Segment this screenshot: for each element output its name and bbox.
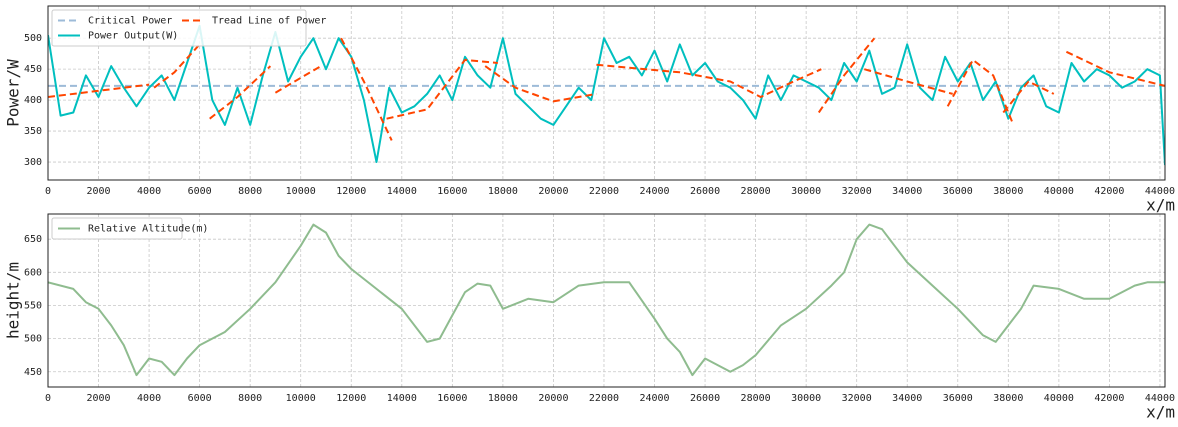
x-tick-label: 38000 — [993, 393, 1023, 404]
x-tick-label: 6000 — [188, 393, 212, 404]
y-axis-title: height/m — [4, 262, 23, 339]
x-tick-label: 8000 — [238, 393, 262, 404]
x-tick-label: 10000 — [286, 393, 316, 404]
y-tick-label: 550 — [24, 300, 42, 311]
legend-frame — [51, 9, 307, 47]
legend-frame — [51, 217, 183, 240]
series-line — [48, 37, 1165, 141]
x-tick-label: 20000 — [538, 186, 568, 197]
y-axis-title: Power/W — [4, 59, 23, 127]
y-tick-label: 450 — [24, 64, 42, 75]
x-tick-label: 10000 — [286, 186, 316, 197]
x-axis-title: x/m — [1146, 196, 1175, 215]
x-tick-label: 20000 — [538, 393, 568, 404]
legend-label: Power Output(W) — [88, 31, 178, 42]
x-tick-label: 22000 — [589, 393, 619, 404]
x-tick-label: 24000 — [639, 393, 669, 404]
plot-frame — [47, 5, 1166, 181]
x-tick-label: 44000 — [1145, 186, 1175, 197]
x-tick-label: 0 — [45, 186, 51, 197]
x-tick-label: 36000 — [943, 186, 973, 197]
x-tick-label: 8000 — [238, 186, 262, 197]
y-tick-label: 350 — [24, 126, 42, 137]
x-tick-label: 36000 — [943, 393, 973, 404]
x-tick-label: 0 — [45, 393, 51, 404]
x-tick-label: 18000 — [488, 393, 518, 404]
x-tick-label: 32000 — [842, 393, 872, 404]
x-tick-label: 4000 — [137, 186, 161, 197]
x-tick-label: 40000 — [1044, 186, 1074, 197]
x-tick-label: 26000 — [690, 186, 720, 197]
x-tick-label: 34000 — [892, 393, 922, 404]
x-tick-label: 14000 — [387, 393, 417, 404]
x-tick-label: 30000 — [791, 393, 821, 404]
x-tick-label: 28000 — [741, 186, 771, 197]
y-tick-label: 400 — [24, 95, 42, 106]
series-line — [48, 223, 1165, 377]
legend-label: Critical Power — [88, 16, 172, 27]
x-tick-label: 42000 — [1094, 393, 1124, 404]
x-tick-label: 14000 — [387, 186, 417, 197]
y-tick-label: 650 — [24, 234, 42, 245]
x-tick-label: 6000 — [188, 186, 212, 197]
x-tick-label: 2000 — [86, 393, 110, 404]
x-tick-label: 18000 — [488, 186, 518, 197]
x-tick-label: 4000 — [137, 393, 161, 404]
y-tick-label: 600 — [24, 267, 42, 278]
x-tick-label: 28000 — [741, 393, 771, 404]
x-tick-label: 16000 — [437, 186, 467, 197]
x-tick-label: 38000 — [993, 186, 1023, 197]
y-tick-label: 300 — [24, 157, 42, 168]
x-tick-label: 2000 — [86, 186, 110, 197]
y-tick-label: 500 — [24, 334, 42, 345]
plot-frame — [47, 213, 1166, 388]
x-tick-label: 12000 — [336, 393, 366, 404]
x-tick-label: 44000 — [1145, 393, 1175, 404]
legend: Critical Power Power Output(W) Tread Line … — [51, 9, 326, 47]
x-tick-label: 24000 — [639, 186, 669, 197]
x-tick-label: 40000 — [1044, 393, 1074, 404]
legend-label: Relative Altitude(m) — [88, 224, 208, 235]
legend-label: Tread Line of Power — [212, 16, 326, 27]
x-axis-title: x/m — [1146, 403, 1175, 422]
x-tick-label: 32000 — [842, 186, 872, 197]
x-tick-label: 34000 — [892, 186, 922, 197]
x-tick-label: 16000 — [437, 393, 467, 404]
x-tick-label: 22000 — [589, 186, 619, 197]
legend: Relative Altitude(m) — [51, 217, 208, 240]
x-tick-label: 26000 — [690, 393, 720, 404]
x-tick-label: 42000 — [1094, 186, 1124, 197]
x-tick-label: 12000 — [336, 186, 366, 197]
x-tick-label: 30000 — [791, 186, 821, 197]
y-tick-label: 500 — [24, 33, 42, 44]
series-line — [48, 24, 1165, 166]
y-tick-label: 450 — [24, 367, 42, 378]
